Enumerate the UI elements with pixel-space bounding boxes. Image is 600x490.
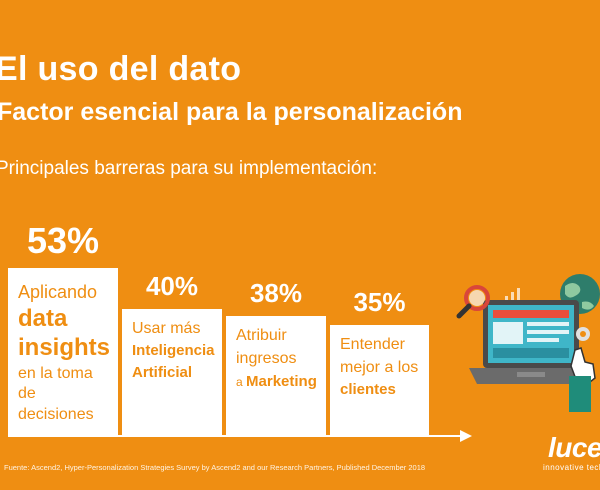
bar-4-label-line: mejor a los bbox=[340, 359, 419, 377]
laptop-illustration bbox=[456, 274, 600, 412]
magnifier-icon bbox=[456, 285, 490, 319]
bar-4: Entender mejor a los clientes bbox=[330, 325, 429, 436]
bar-2-label-line: Artificial bbox=[132, 364, 193, 382]
bar-1: Aplicando data insights en la toma de decisio… bbox=[8, 268, 118, 436]
source-note: Fuente: Ascend2, Hyper-Personalization S… bbox=[4, 463, 426, 472]
brand-logo: luce bbox=[548, 432, 600, 463]
cursor-hand-icon bbox=[569, 347, 596, 412]
bar-2: Usar más Inteligencia Artificial bbox=[122, 309, 222, 436]
bar-3-label-line: Atribuir bbox=[236, 327, 287, 344]
bar-1-label-line: data bbox=[18, 304, 68, 332]
bar-4-label-line: Entender bbox=[340, 336, 405, 353]
laptop-icon bbox=[469, 300, 593, 384]
section-heading: Principales barreras para su implementac… bbox=[0, 158, 378, 179]
bar-1-label-line: insights bbox=[18, 334, 111, 362]
page-subtitle: Factor esencial para la personalización bbox=[0, 98, 463, 126]
axis-arrow-head bbox=[460, 430, 472, 442]
gear-icon bbox=[576, 327, 590, 341]
bar-3: Atribuir ingresos a Marketing bbox=[226, 316, 326, 436]
brand-tagline: innovative techno bbox=[543, 463, 600, 472]
bar-1-label-line: en la toma bbox=[18, 365, 93, 383]
bar-4-label-line: clientes bbox=[340, 381, 396, 399]
bar-2-value-label: 40% bbox=[145, 271, 199, 301]
bar-1-label-line: Aplicando bbox=[18, 282, 98, 302]
bar-1-label-line: decisiones bbox=[18, 405, 94, 423]
bar-2-label-line: Usar más bbox=[132, 320, 201, 337]
bar-1-label-line: de bbox=[18, 385, 36, 403]
bar-3-label-line: a Marketing bbox=[236, 373, 317, 391]
bar-1-value-label: 53% bbox=[26, 220, 100, 261]
bar-2-label-line: Inteligencia bbox=[132, 342, 215, 360]
bar-4-value-label: 35% bbox=[353, 287, 406, 317]
page-title: El uso del dato bbox=[0, 50, 242, 88]
bar-3-value-label: 38% bbox=[249, 278, 303, 308]
axis-arrow-line bbox=[8, 435, 463, 437]
bar-3-label-line: ingresos bbox=[236, 350, 297, 368]
